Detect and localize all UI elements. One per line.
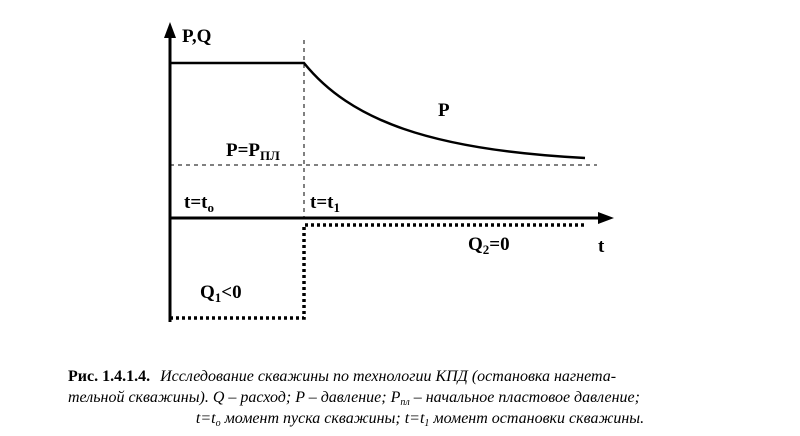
x-axis-label: t — [598, 236, 605, 257]
subscript: 2 — [483, 242, 490, 257]
subscript: 1 — [424, 418, 429, 429]
subscript: 1 — [333, 200, 340, 215]
y-axis-label: P,Q — [182, 26, 211, 47]
caption-line-3: t=to момент пуска скважины; t=t1 момент … — [196, 410, 644, 429]
subscript: ПЛ — [260, 148, 280, 163]
figure-number: Рис. 1.4.1.4. — [68, 368, 150, 385]
y-arrow — [164, 22, 176, 38]
q2-label: Q2=0 — [468, 234, 510, 257]
text: <0 — [221, 282, 241, 303]
x-arrow — [598, 212, 614, 224]
text: Q — [468, 234, 483, 255]
p-label: P — [438, 100, 450, 121]
p-pl-label: P=PПЛ — [226, 140, 280, 163]
text: Q — [200, 282, 215, 303]
subscript: пл — [400, 397, 410, 408]
text: t=t — [184, 192, 208, 213]
t1-label: t=t1 — [310, 192, 340, 215]
q1-label: Q1<0 — [200, 282, 242, 305]
pressure-curve — [170, 61, 586, 160]
text: момент пуска скважины; t=t — [221, 410, 425, 427]
text: момент остановки скважины. — [429, 410, 644, 427]
text: t=t — [310, 192, 334, 213]
text: t=t — [196, 410, 216, 427]
text: P=P — [226, 140, 260, 161]
text: – начальное пластовое давление; — [410, 389, 640, 406]
caption-line-2: тельной скважины). Q – расход; P – давле… — [68, 389, 640, 408]
subscript: o — [207, 200, 214, 215]
text: тельной скважины). Q – расход; P – давле… — [68, 389, 401, 406]
subscript: o — [216, 418, 221, 429]
text: =0 — [489, 234, 509, 255]
subscript: 1 — [215, 290, 222, 305]
t0-label: t=to — [184, 192, 214, 215]
caption-line-1: Рис. 1.4.1.4. Исследование скважины по те… — [68, 368, 616, 385]
text: Исследование скважины по технологии КПД … — [159, 368, 616, 385]
flow-curve — [170, 223, 585, 320]
